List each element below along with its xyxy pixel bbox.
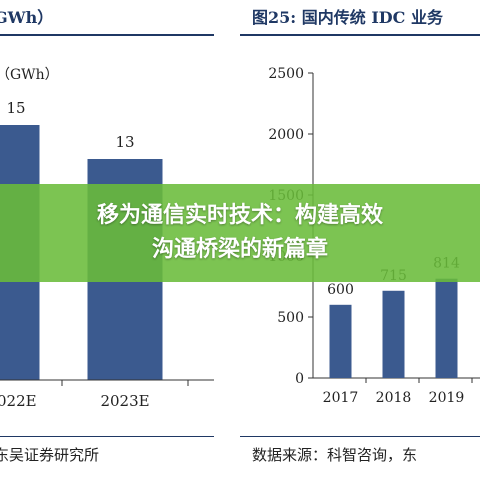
right-y-tick-label-2000: 2000 <box>268 127 304 143</box>
left-data-label-2023E: 13 <box>115 133 134 151</box>
left-title-rule <box>0 34 214 36</box>
right-source-text: 数据来源：科智咨询，东 <box>252 446 418 464</box>
right-x-tick-label-2019: 2019 <box>429 390 465 406</box>
right-data-label-2017: 600 <box>327 282 354 298</box>
right-title-rule <box>240 34 480 36</box>
banner-line-2: 沟通桥梁的新篇章 <box>151 237 328 262</box>
left-data-label-2022E: 15 <box>6 99 25 117</box>
right-chart-panel: 图25: 国内传统 IDC 业务 05001000150020002500201… <box>240 0 480 480</box>
headline-banner: 移为通信实时技术：构建高效 沟通桥梁的新篇章 <box>0 184 480 282</box>
banner-line-1: 移为通信实时技术：构建高效 <box>96 203 383 228</box>
left-source-rule <box>0 436 214 437</box>
right-y-tick-label-2500: 2500 <box>268 66 304 82</box>
right-source-rule <box>240 436 480 437</box>
left-tick-label-2022E: 2022E <box>0 392 37 410</box>
right-y-tick-label-500: 500 <box>277 310 304 326</box>
left-tick-label-2023E: 2023E <box>100 392 149 410</box>
right-bar-2018 <box>382 290 405 378</box>
right-x-tick-label-2017: 2017 <box>323 390 359 406</box>
left-unit-label: （GWh） <box>0 67 59 83</box>
right-y-tick-label-0: 0 <box>295 371 304 387</box>
right-x-tick-label-2018: 2018 <box>376 390 412 406</box>
right-bar-2019 <box>435 278 458 378</box>
right-chart-title: 图25: 国内传统 IDC 业务 <box>252 8 443 27</box>
left-source-text: 东吴证券研究所 <box>0 446 100 464</box>
left-chart-title: GWh） <box>0 8 54 27</box>
right-bar-2017 <box>329 304 352 378</box>
